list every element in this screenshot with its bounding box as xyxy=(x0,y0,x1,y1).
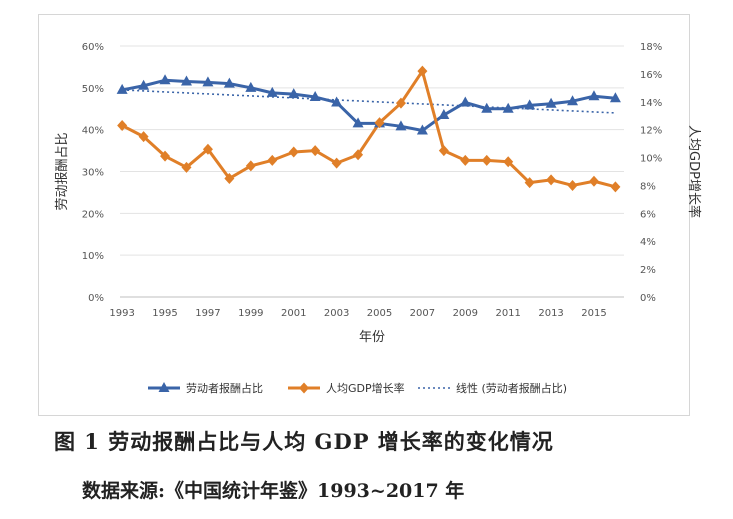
right-tick-label: 4% xyxy=(640,237,656,248)
labor-share-point xyxy=(416,124,428,135)
trend-line xyxy=(122,89,616,114)
x-tick-label: 2013 xyxy=(538,308,563,319)
labor-share-point xyxy=(395,120,407,131)
x-axis-title: 年份 xyxy=(359,330,385,345)
right-tick-label: 0% xyxy=(640,293,656,304)
x-tick-label: 1999 xyxy=(238,308,263,319)
labor-share-point xyxy=(352,117,364,128)
x-axis-ticks: 1993 1995 1997 1999 2001 2003 2005 2007 2009 2011… xyxy=(109,308,606,319)
gdp-growth-point xyxy=(202,143,213,155)
series-markers xyxy=(116,65,621,193)
right-tick-label: 2% xyxy=(640,265,656,276)
gdp-growth-point xyxy=(546,174,557,186)
labor-share-line xyxy=(121,78,616,133)
gdp-growth-point xyxy=(267,154,278,166)
right-tick-label: 12% xyxy=(640,126,662,137)
labor-share-point xyxy=(481,102,493,113)
gdp-growth-line xyxy=(121,69,616,189)
x-tick-label: 2015 xyxy=(581,308,606,319)
labor-share-point xyxy=(545,97,557,108)
labor-share-point xyxy=(567,95,579,106)
gdp-growth-point xyxy=(160,150,171,162)
labor-share-point xyxy=(202,76,214,87)
labor-share-point xyxy=(138,79,150,90)
right-tick-label: 10% xyxy=(640,154,662,165)
gdp-growth-point xyxy=(224,172,235,184)
legend-labor-label: 劳动者报酬占比 xyxy=(186,381,263,395)
labor-share-point xyxy=(524,99,536,110)
gdp-growth-point xyxy=(417,65,428,77)
left-tick-label: 30% xyxy=(82,168,104,179)
right-tick-label: 6% xyxy=(640,209,656,220)
x-tick-label: 2011 xyxy=(495,308,520,319)
gdp-growth-point xyxy=(503,156,514,168)
left-tick-label: 0% xyxy=(88,293,104,304)
gdp-growth-point xyxy=(588,175,599,187)
gdp-growth-point xyxy=(117,119,128,131)
left-axis-ticks: 0% 10% 20% 30% 40% 50% 60% xyxy=(82,42,104,304)
labor-share-point xyxy=(223,77,235,88)
right-tick-label: 14% xyxy=(640,98,662,109)
x-tick-label: 2005 xyxy=(367,308,392,319)
right-tick-label: 16% xyxy=(640,70,662,81)
labor-share-point xyxy=(502,102,514,113)
gridlines xyxy=(120,45,624,256)
chart-frame xyxy=(38,14,690,416)
gdp-growth-point xyxy=(395,97,406,109)
gdp-growth-point xyxy=(438,145,449,157)
labor-share-point xyxy=(116,83,128,94)
labor-share-point xyxy=(459,96,471,107)
right-axis-title: 人均GDP增长率 xyxy=(686,125,702,218)
x-tick-label: 2009 xyxy=(453,308,478,319)
data-source: 数据来源:《中国统计年鉴》1993~2017 年 xyxy=(82,480,465,502)
left-tick-label: 40% xyxy=(82,126,104,137)
x-tick-label: 2001 xyxy=(281,308,306,319)
x-tick-label: 2003 xyxy=(324,308,349,319)
gdp-growth-point xyxy=(245,160,256,172)
labor-share-point xyxy=(609,92,621,103)
labor-share-point xyxy=(266,86,278,97)
x-tick-label: 1997 xyxy=(195,308,220,319)
labor-share-point xyxy=(588,90,600,101)
x-tick-label: 1993 xyxy=(109,308,134,319)
legend-gdp-marker xyxy=(299,382,309,394)
gdp-growth-point xyxy=(567,179,578,191)
x-tick-label: 2007 xyxy=(410,308,435,319)
legend-trend-label: 线性 (劳动者报酬占比) xyxy=(456,381,567,395)
series-lines xyxy=(121,69,616,189)
legend-gdp-label: 人均GDP增长率 xyxy=(326,381,405,395)
labor-share-point xyxy=(180,75,192,86)
legend-labor-marker xyxy=(158,382,170,392)
figure-caption: 图 1 劳动报酬占比与人均 GDP 增长率的变化情况 xyxy=(54,429,554,454)
gdp-growth-point xyxy=(610,181,621,193)
labor-share-point xyxy=(331,96,343,107)
left-tick-label: 10% xyxy=(82,251,104,262)
left-tick-label: 50% xyxy=(82,84,104,95)
right-tick-label: 8% xyxy=(640,181,656,192)
left-tick-label: 20% xyxy=(82,209,104,220)
labor-share-point xyxy=(309,91,321,102)
gdp-growth-point xyxy=(138,131,149,143)
labor-share-point xyxy=(245,81,257,92)
x-tick-label: 1995 xyxy=(152,308,177,319)
gdp-growth-point xyxy=(353,149,364,161)
gdp-growth-point xyxy=(181,161,192,173)
labor-share-point xyxy=(288,88,300,99)
gdp-growth-point xyxy=(481,154,492,166)
gdp-growth-point xyxy=(331,157,342,169)
gdp-growth-point xyxy=(460,154,471,166)
gdp-growth-point xyxy=(288,146,299,158)
trend-series xyxy=(122,89,616,114)
gdp-growth-point xyxy=(374,117,385,129)
left-axis-title: 劳动报酬占比 xyxy=(54,132,70,210)
labor-share-point xyxy=(438,109,450,120)
gdp-growth-point xyxy=(310,145,321,157)
legend: 劳动者报酬占比 人均GDP增长率 线性 (劳动者报酬占比) xyxy=(148,381,567,395)
chart: 0% 10% 20% 30% 40% 50% 60% 0% 2% 4% 6% 8% 10% 12% 14%… xyxy=(54,42,702,395)
right-axis-ticks: 0% 2% 4% 6% 8% 10% 12% 14% 16% 18% xyxy=(640,42,662,304)
gdp-growth-point xyxy=(524,177,535,189)
labor-share-point xyxy=(159,74,171,85)
left-tick-label: 60% xyxy=(82,42,104,53)
right-tick-label: 18% xyxy=(640,42,662,53)
